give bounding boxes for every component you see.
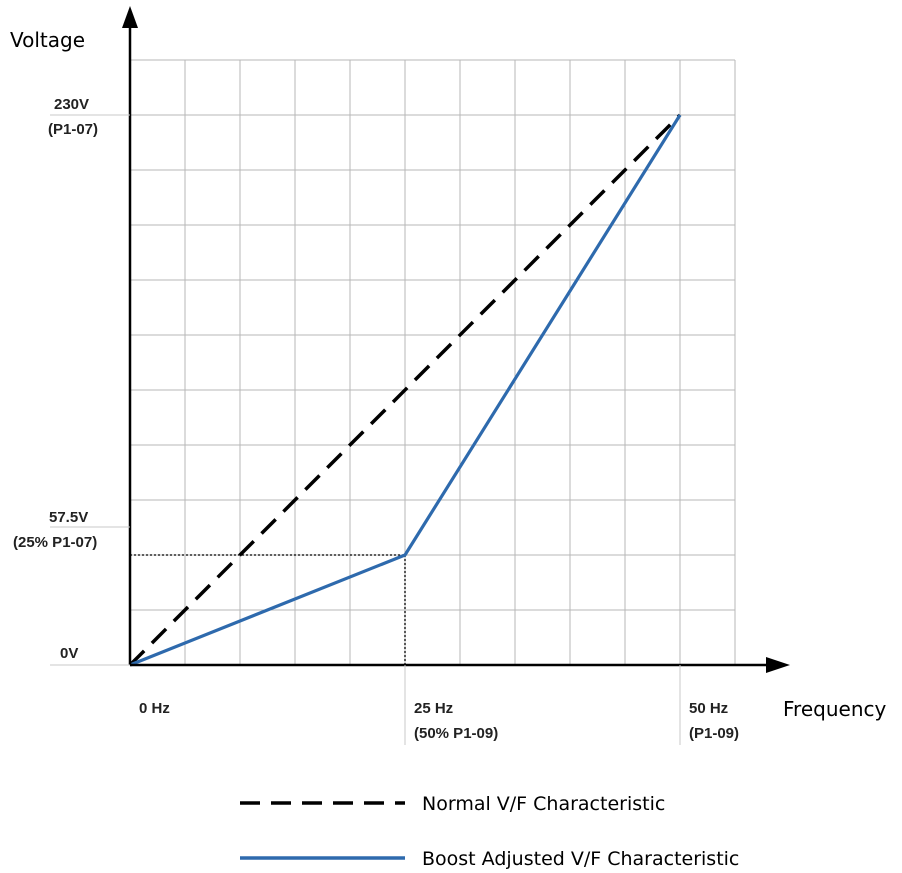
x-tick-label: 50 Hz <box>689 700 728 717</box>
x-tick-label: (P1-09) <box>689 725 739 742</box>
x-tick-label: (50% P1-09) <box>414 725 498 742</box>
x-axis-title: Frequency <box>783 697 886 721</box>
x-axis-arrow-icon <box>766 657 790 673</box>
y-tick-label: (P1-07) <box>48 121 98 138</box>
legend-label: Boost Adjusted V/F Characteristic <box>422 848 739 870</box>
y-axis-title: Voltage <box>10 28 85 52</box>
axes <box>122 6 790 673</box>
x-tick-label: 0 Hz <box>139 700 170 717</box>
legend-label: Normal V/F Characteristic <box>422 793 665 815</box>
y-tick-label: (25% P1-07) <box>13 534 97 551</box>
y-axis-arrow-icon <box>122 6 138 28</box>
series-boost-vf-line <box>129 114 682 667</box>
reference-lines <box>130 554 406 665</box>
series-normal-vf-line <box>128 113 682 667</box>
y-tick-label: 57.5V <box>49 509 88 526</box>
legend: Normal V/F Characteristic Boost Adjusted … <box>240 793 739 870</box>
series-lines <box>128 113 682 667</box>
grid <box>130 59 736 665</box>
x-tick-label: 25 Hz <box>414 700 453 717</box>
y-tick-label: 230V <box>54 96 89 113</box>
y-tick-label: 0V <box>60 645 78 662</box>
tick-labels: 0 Hz 25 Hz (50% P1-09) 50 Hz (P1-09) 0V 57.5V (… <box>13 96 739 745</box>
